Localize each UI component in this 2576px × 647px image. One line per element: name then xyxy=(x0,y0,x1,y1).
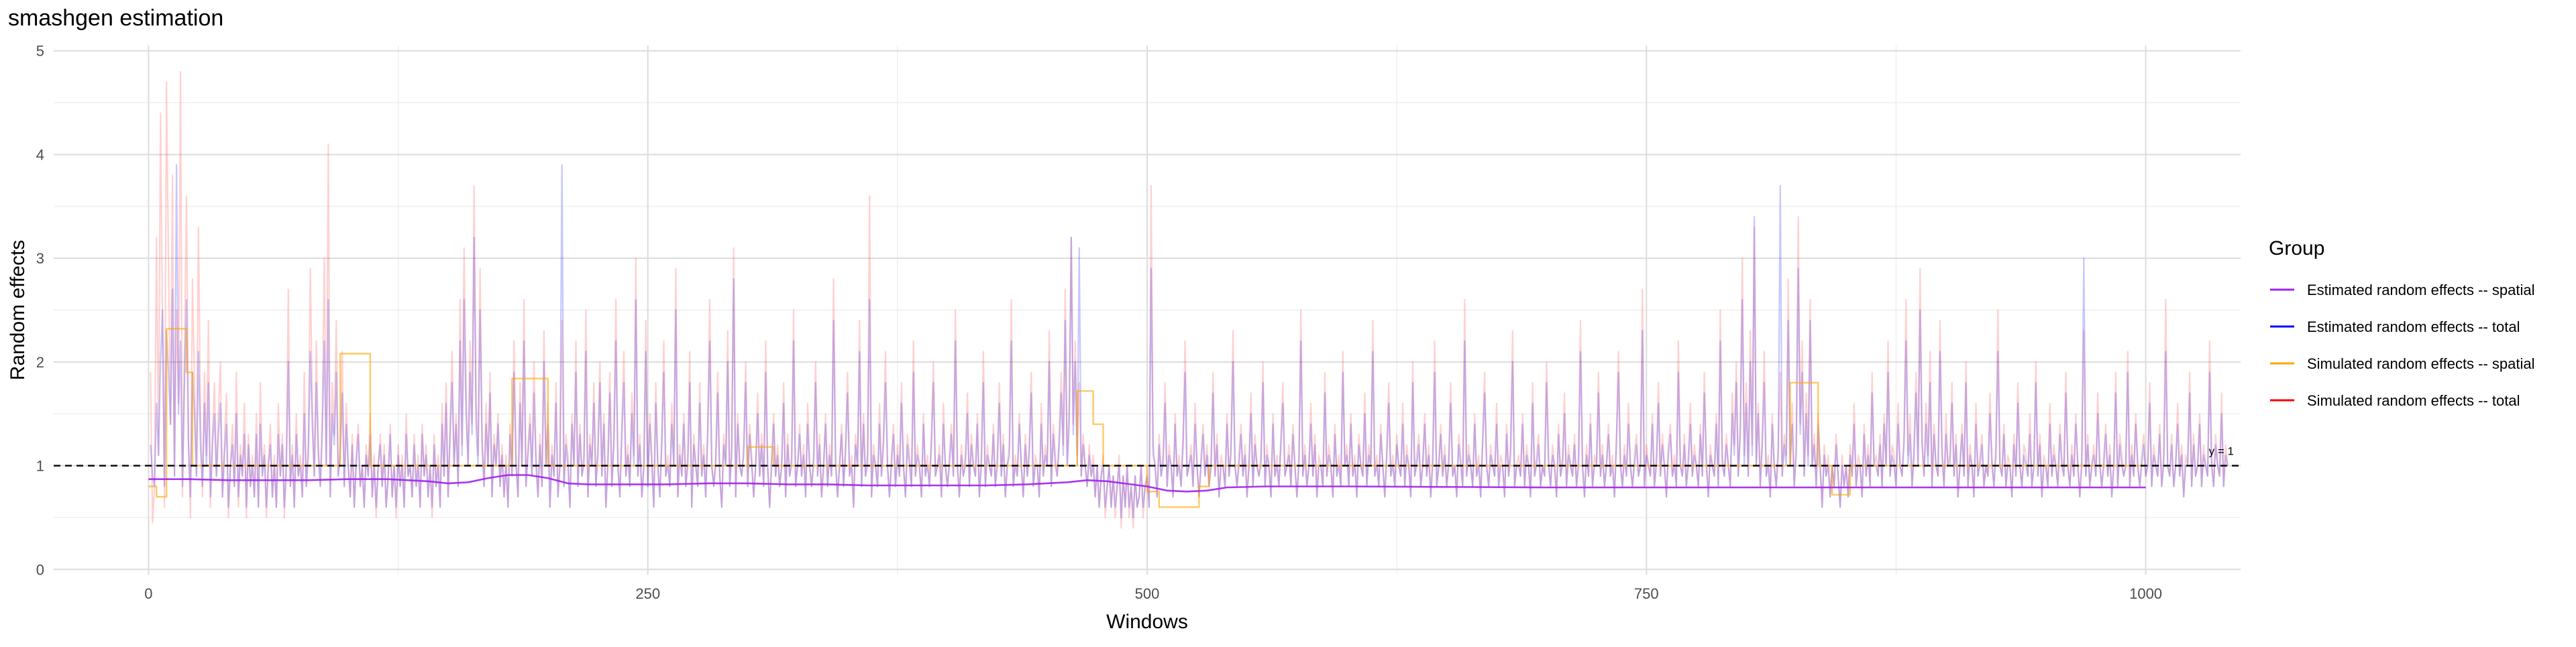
series-line-simulated-random-effects-spatial xyxy=(148,328,2146,508)
axis-layer: 0 1 2 3 4 5 0 250 500 750 1000 Windows Random effect… xyxy=(7,43,2162,633)
x-tick-label: 0 xyxy=(144,585,152,602)
x-axis-label: Windows xyxy=(1106,611,1188,633)
reference-line-label: y = 1 xyxy=(2209,445,2234,458)
y-tick-label: 3 xyxy=(36,250,44,267)
reference-layer: y = 1 xyxy=(54,445,2241,467)
series-layer xyxy=(148,70,2229,529)
y-tick-label: 5 xyxy=(36,43,44,60)
y-tick-label: 2 xyxy=(36,354,44,371)
legend-label: Simulated random effects -- spatial xyxy=(2307,355,2535,372)
series-line-estimated-random-effects-spatial xyxy=(148,474,2146,493)
series-line-simulated-random-effects-total xyxy=(150,70,2229,529)
legend-label: Estimated random effects -- spatial xyxy=(2307,282,2535,298)
y-tick-label: 1 xyxy=(36,458,44,475)
y-tick-label: 4 xyxy=(36,146,44,163)
x-tick-label: 250 xyxy=(635,585,660,602)
legend: Group Estimated random effects -- spatial… xyxy=(2269,237,2535,409)
x-tick-label: 750 xyxy=(1634,585,1659,602)
legend-label: Simulated random effects -- total xyxy=(2307,392,2520,409)
legend-label: Estimated random effects -- total xyxy=(2307,318,2520,335)
y-tick-label: 0 xyxy=(36,561,44,578)
y-axis-label: Random effects xyxy=(7,240,29,381)
grid-layer xyxy=(54,46,2241,575)
chart-title: smashgen estimation xyxy=(8,5,224,31)
series-line-estimated-random-effects-total xyxy=(150,164,2229,518)
legend-title: Group xyxy=(2269,237,2324,259)
x-tick-label: 1000 xyxy=(2129,585,2162,602)
x-tick-label: 500 xyxy=(1135,585,1160,602)
